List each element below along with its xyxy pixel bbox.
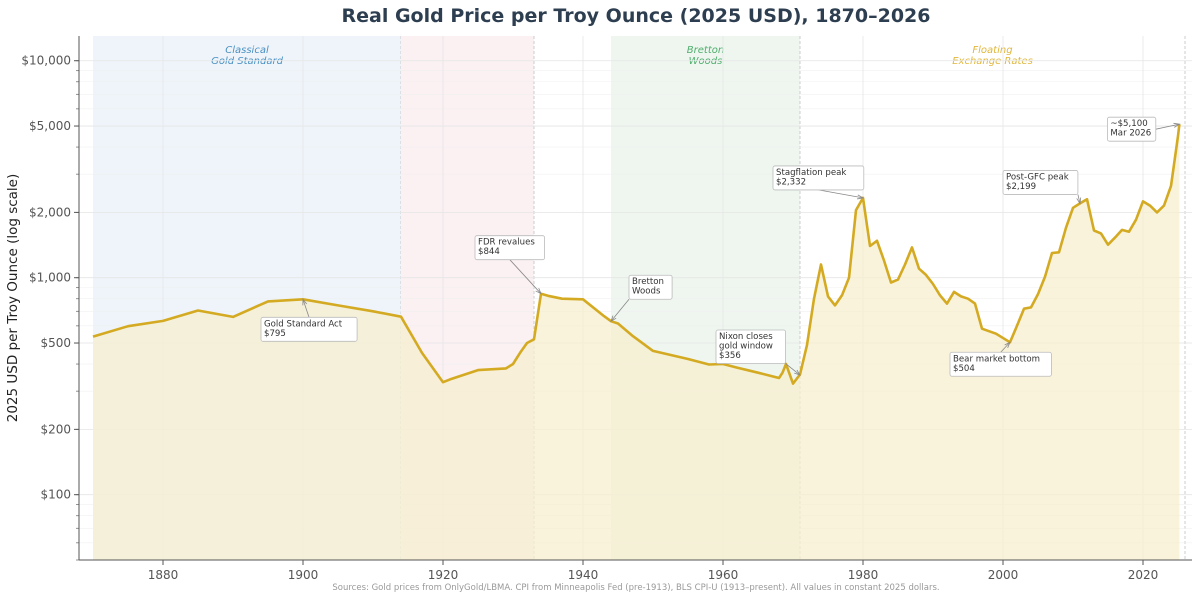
y-tick-label: $200 — [40, 422, 71, 436]
x-tick-label: 1900 — [288, 568, 319, 582]
annotation-box — [772, 165, 865, 191]
annotation-box — [949, 351, 1052, 377]
era-label: Gold Standard — [211, 56, 283, 67]
annotation-label: $2,332 — [776, 177, 806, 187]
annotation-label: ~$5,100 — [1110, 119, 1147, 129]
annotation-arrowhead — [535, 287, 542, 295]
annotation-arrowhead — [857, 194, 865, 200]
annotations: Gold Standard Act$795 FDR revalues$844 Bre… — [260, 116, 1181, 377]
x-tick-label: 1960 — [708, 568, 739, 582]
era-label: Woods — [689, 56, 723, 67]
annotation-label: $844 — [478, 247, 500, 257]
annotation-label: Gold Standard Act — [264, 319, 343, 329]
annotation-label: Bretton — [632, 277, 664, 287]
x-tick-label: 1940 — [568, 568, 599, 582]
annotation-box — [628, 274, 673, 300]
annotation-arrow — [1077, 194, 1081, 204]
annotation-label: Nixon closes — [719, 332, 773, 342]
annotation-arrowhead — [302, 298, 308, 306]
annotation-arrowhead — [610, 315, 617, 323]
annotation-arrow — [1155, 123, 1180, 130]
annotation-arrow — [610, 298, 630, 322]
annotation-label: Stagflation peak — [776, 168, 846, 178]
y-tick-label: $2,000 — [29, 205, 71, 219]
era-label: Bretton — [687, 45, 724, 56]
annotation-label: $504 — [953, 364, 975, 374]
annotation-box — [1002, 170, 1079, 195]
y-tick-label: $1,000 — [29, 271, 71, 285]
annotation-arrow — [302, 299, 310, 318]
annotation-label: $795 — [264, 329, 286, 339]
annotation-box — [1107, 116, 1157, 142]
annotation-box — [715, 329, 786, 364]
annotation-arrowhead — [1076, 197, 1082, 205]
annotation-box — [474, 235, 545, 261]
x-tick-label: 2000 — [988, 568, 1019, 582]
era-label: Exchange Rates — [952, 56, 1033, 67]
y-tick-label: $100 — [40, 488, 71, 502]
source-note: Sources: Gold prices from OnlyGold/LBMA.… — [332, 583, 939, 593]
annotation-label: FDR revalues — [478, 238, 535, 248]
annotation-label: Mar 2026 — [1110, 129, 1151, 139]
annotation-arrowhead — [1004, 341, 1011, 348]
x-tick-label: 2020 — [1128, 568, 1159, 582]
y-tick-label: $500 — [40, 336, 71, 350]
annotation-box — [260, 316, 358, 342]
annotation-arrowhead — [794, 369, 801, 376]
annotation-label: Woods — [632, 287, 661, 297]
annotation-arrowhead — [1173, 122, 1181, 128]
x-tick-label: 1880 — [148, 568, 179, 582]
y-tick-label: $5,000 — [29, 119, 71, 133]
annotation-label: gold window — [719, 342, 773, 352]
axes: $100 $200 $500 $1,000 $2,000 $5,000 $10,000 188… — [21, 36, 1192, 582]
chart-title: Real Gold Price per Troy Ounce (2025 USD… — [342, 5, 931, 27]
y-axis-title: 2025 USD per Troy Ounce (log scale) — [5, 174, 21, 423]
annotation-arrow — [509, 259, 542, 294]
price-area-fill — [93, 124, 1180, 560]
annotation-label: Bear market bottom — [953, 354, 1040, 364]
y-tick-label: $10,000 — [21, 54, 71, 68]
x-tick-label: 1920 — [428, 568, 459, 582]
era-label: Classical — [225, 45, 269, 56]
annotation-arrow — [1000, 341, 1011, 353]
era-label: Floating — [972, 45, 1012, 56]
annotation-arrow — [818, 189, 864, 199]
x-tick-label: 1980 — [848, 568, 879, 582]
annotation-label: Post-GFC peak — [1006, 172, 1069, 182]
annotation-label: $356 — [719, 351, 741, 361]
annotation-label: $2,199 — [1006, 182, 1036, 192]
annotation-arrow — [785, 363, 801, 376]
